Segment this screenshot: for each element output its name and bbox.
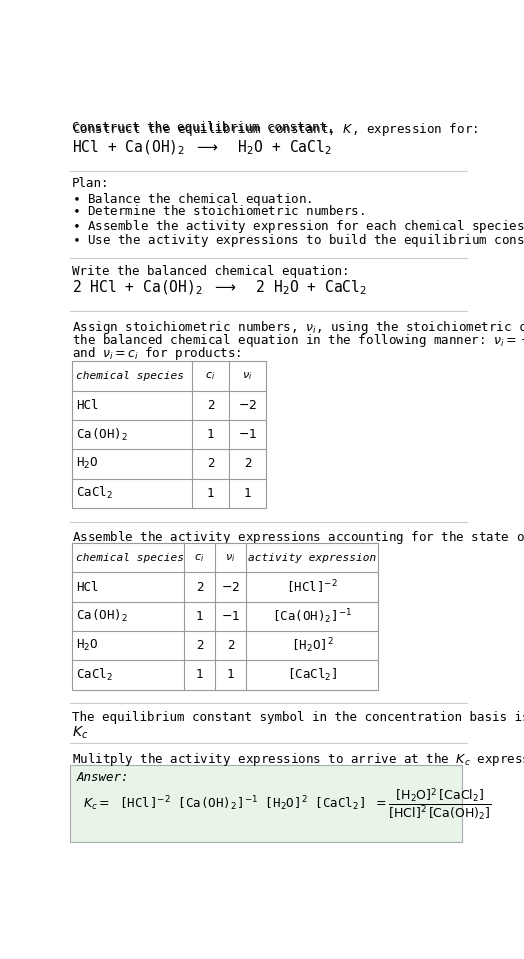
Bar bbox=[70, 765, 462, 842]
Text: 1: 1 bbox=[196, 610, 203, 622]
Text: $\nu_i$: $\nu_i$ bbox=[243, 370, 253, 382]
Text: 2: 2 bbox=[206, 457, 214, 471]
Text: 1: 1 bbox=[227, 668, 234, 682]
Text: $-2$: $-2$ bbox=[221, 580, 240, 594]
Text: $\bullet$ Determine the stoichiometric numbers.: $\bullet$ Determine the stoichiometric n… bbox=[72, 204, 365, 219]
Bar bbox=[72, 362, 266, 507]
Text: $-1$: $-1$ bbox=[238, 428, 257, 441]
Text: 2 HCl + Ca(OH)$_2$ $\longrightarrow$  2 H$_2$O + CaCl$_2$: 2 HCl + Ca(OH)$_2$ $\longrightarrow$ 2 H… bbox=[72, 279, 367, 297]
Text: [HCl]$^{-2}$: [HCl]$^{-2}$ bbox=[286, 578, 338, 596]
Text: Write the balanced chemical equation:: Write the balanced chemical equation: bbox=[72, 266, 349, 278]
Text: $\nu_i$: $\nu_i$ bbox=[225, 552, 236, 564]
Text: H$_2$O: H$_2$O bbox=[77, 638, 99, 653]
Text: and $\nu_i = c_i$ for products:: and $\nu_i = c_i$ for products: bbox=[72, 345, 241, 363]
Text: 1: 1 bbox=[244, 486, 252, 500]
Text: activity expression: activity expression bbox=[248, 552, 376, 563]
Text: $\bullet$ Assemble the activity expression for each chemical species.: $\bullet$ Assemble the activity expressi… bbox=[72, 219, 524, 235]
Text: CaCl$_2$: CaCl$_2$ bbox=[77, 667, 113, 683]
Text: HCl: HCl bbox=[77, 399, 99, 411]
Text: $c_i$: $c_i$ bbox=[205, 370, 215, 382]
Text: 1: 1 bbox=[196, 668, 203, 682]
Text: Plan:: Plan: bbox=[72, 176, 109, 190]
Text: $-2$: $-2$ bbox=[238, 399, 257, 411]
Text: HCl + Ca(OH)$_2$ $\longrightarrow$  H$_2$O + CaCl$_2$: HCl + Ca(OH)$_2$ $\longrightarrow$ H$_2$… bbox=[72, 138, 332, 156]
Text: 2: 2 bbox=[206, 399, 214, 411]
Text: 1: 1 bbox=[206, 486, 214, 500]
Text: $K_c = $ [HCl]$^{-2}$ [Ca(OH)$_2$]$^{-1}$ [H$_2$O]$^2$ [CaCl$_2$] $= \dfrac{[\ma: $K_c = $ [HCl]$^{-2}$ [Ca(OH)$_2$]$^{-1}… bbox=[83, 786, 491, 823]
Text: $c_i$: $c_i$ bbox=[194, 552, 205, 564]
Text: Construct the equilibrium constant,: Construct the equilibrium constant, bbox=[72, 121, 342, 134]
Text: CaCl$_2$: CaCl$_2$ bbox=[77, 485, 113, 502]
Text: The equilibrium constant symbol in the concentration basis is:: The equilibrium constant symbol in the c… bbox=[72, 711, 524, 724]
Text: Mulitply the activity expressions to arrive at the $K_c$ expression:: Mulitply the activity expressions to arr… bbox=[72, 751, 524, 768]
Text: [CaCl$_2$]: [CaCl$_2$] bbox=[287, 667, 337, 683]
Text: $\bullet$ Balance the chemical equation.: $\bullet$ Balance the chemical equation. bbox=[72, 191, 312, 207]
Text: 2: 2 bbox=[196, 639, 203, 652]
Text: the balanced chemical equation in the following manner: $\nu_i = -c_i$ for react: the balanced chemical equation in the fo… bbox=[72, 332, 524, 349]
Text: 1: 1 bbox=[206, 428, 214, 441]
Text: [H$_2$O]$^2$: [H$_2$O]$^2$ bbox=[290, 636, 333, 655]
Text: H$_2$O: H$_2$O bbox=[77, 456, 99, 472]
Text: Ca(OH)$_2$: Ca(OH)$_2$ bbox=[77, 427, 128, 443]
Text: HCl: HCl bbox=[77, 580, 99, 594]
Text: Construct the equilibrium constant, $K$, expression for:: Construct the equilibrium constant, $K$,… bbox=[72, 121, 478, 138]
Text: 2: 2 bbox=[227, 639, 234, 652]
Text: Assign stoichiometric numbers, $\nu_i$, using the stoichiometric coefficients, $: Assign stoichiometric numbers, $\nu_i$, … bbox=[72, 319, 524, 337]
Text: Assemble the activity expressions accounting for the state of matter and $\nu_i$: Assemble the activity expressions accoun… bbox=[72, 529, 524, 547]
Text: Answer:: Answer: bbox=[77, 771, 129, 784]
Text: $K_c$: $K_c$ bbox=[72, 725, 88, 741]
Text: Ca(OH)$_2$: Ca(OH)$_2$ bbox=[77, 608, 128, 624]
Text: chemical species: chemical species bbox=[77, 371, 184, 381]
Text: 2: 2 bbox=[196, 580, 203, 594]
Bar bbox=[72, 543, 378, 690]
Text: $\bullet$ Use the activity expressions to build the equilibrium constant express: $\bullet$ Use the activity expressions t… bbox=[72, 232, 524, 249]
Text: $-1$: $-1$ bbox=[221, 610, 240, 622]
Text: 2: 2 bbox=[244, 457, 252, 471]
Text: [Ca(OH)$_2$]$^{-1}$: [Ca(OH)$_2$]$^{-1}$ bbox=[272, 607, 352, 625]
Text: chemical species: chemical species bbox=[77, 552, 184, 563]
